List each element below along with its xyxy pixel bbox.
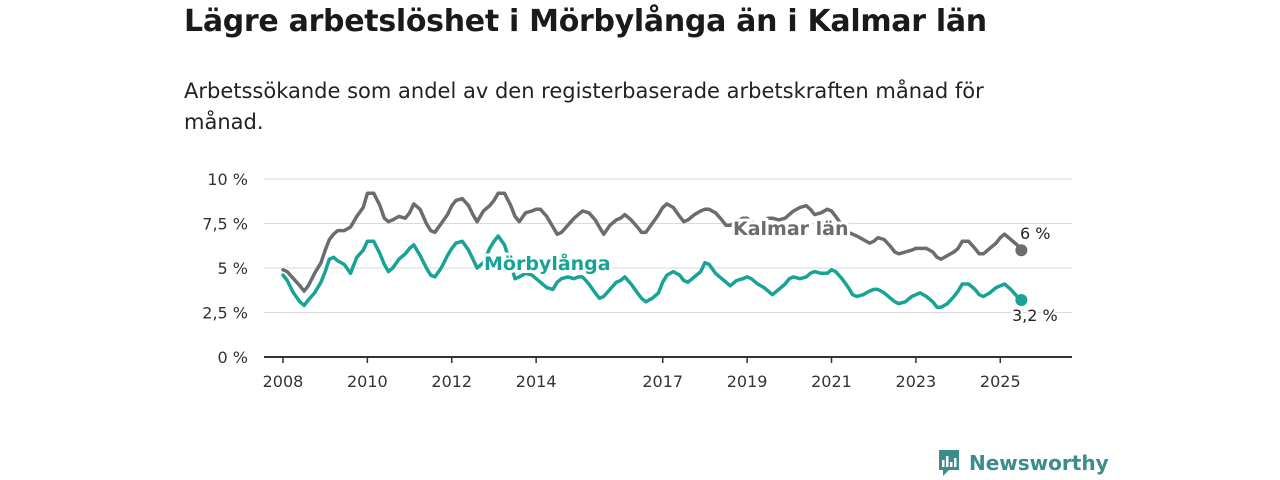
y-tick-label: 10 % bbox=[207, 170, 248, 189]
x-tick-label: 2012 bbox=[431, 372, 472, 391]
brand-name: Newsworthy bbox=[969, 451, 1109, 475]
series-label-kalmar-lan: Kalmar län bbox=[733, 218, 849, 240]
series-end-point bbox=[1015, 294, 1028, 307]
brand-logo: Newsworthy bbox=[937, 448, 1109, 478]
chart-subtitle: Arbetssökande som andel av den registerb… bbox=[184, 79, 984, 134]
x-tick-label: 2014 bbox=[516, 372, 557, 391]
x-tick-label: 2023 bbox=[896, 372, 937, 391]
series-label-morbylanga: Mörbylånga bbox=[484, 251, 611, 275]
y-tick-label: 0 % bbox=[218, 348, 248, 367]
series-line-kalmar-lan bbox=[281, 191, 1024, 293]
series-line-morbylanga bbox=[281, 234, 1024, 309]
x-tick-label: 2025 bbox=[980, 372, 1021, 391]
y-tick-label: 2,5 % bbox=[202, 304, 248, 323]
x-tick-label: 2021 bbox=[811, 372, 852, 391]
x-tick-label: 2008 bbox=[263, 372, 304, 391]
end-value-label-kalmar-lan: 6 % bbox=[1020, 224, 1050, 243]
end-value-label-morbylanga: 3,2 % bbox=[1012, 306, 1058, 325]
y-tick-label: 7,5 % bbox=[202, 215, 248, 234]
chart-title: Lägre arbetslöshet i Mörbylånga än i Kal… bbox=[184, 4, 987, 39]
y-tick-label: 5 % bbox=[218, 259, 248, 278]
x-tick-label: 2019 bbox=[727, 372, 768, 391]
line-chart: 0 % 2,5 % 5 % 7,5 % 10 % 2008 2010 2012 2014 2017… bbox=[202, 170, 1072, 391]
newsworthy-logo-icon bbox=[939, 450, 959, 476]
series-end-point bbox=[1015, 244, 1028, 257]
x-tick-label: 2010 bbox=[347, 372, 388, 391]
x-tick-label: 2017 bbox=[642, 372, 683, 391]
